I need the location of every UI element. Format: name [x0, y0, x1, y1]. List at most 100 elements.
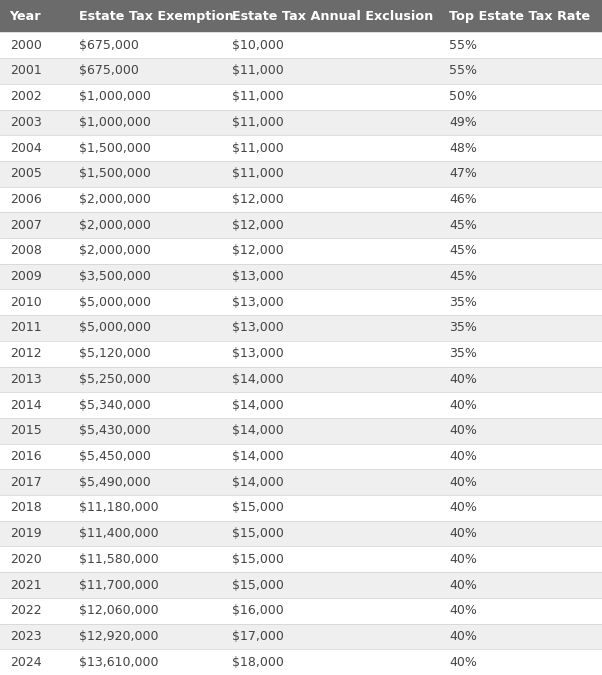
Bar [0, 135, 602, 161]
Text: 40%: 40% [449, 578, 477, 591]
Text: Year: Year [10, 9, 42, 23]
Text: 40%: 40% [449, 373, 477, 386]
Text: 40%: 40% [449, 527, 477, 540]
Bar [0, 392, 602, 418]
Text: 55%: 55% [449, 38, 477, 52]
Text: 2003: 2003 [10, 116, 42, 129]
Text: $15,000: $15,000 [232, 527, 284, 540]
Text: $14,000: $14,000 [232, 373, 284, 386]
Text: $3,500,000: $3,500,000 [79, 270, 150, 283]
Text: 2002: 2002 [10, 90, 42, 103]
Bar [0, 418, 602, 443]
Bar [0, 109, 602, 135]
Text: $5,340,000: $5,340,000 [79, 399, 150, 412]
Bar [0, 598, 602, 624]
Text: 45%: 45% [449, 270, 477, 283]
Text: Estate Tax Annual Exclusion: Estate Tax Annual Exclusion [232, 9, 433, 23]
Text: 2018: 2018 [10, 502, 42, 514]
Bar [0, 161, 602, 186]
Text: $14,000: $14,000 [232, 450, 284, 463]
Bar [0, 315, 602, 341]
Bar [0, 0, 602, 32]
Text: 2017: 2017 [10, 476, 42, 489]
Bar [0, 341, 602, 367]
Text: $11,000: $11,000 [232, 64, 284, 78]
Text: $12,060,000: $12,060,000 [79, 604, 158, 617]
Text: 40%: 40% [449, 630, 477, 643]
Text: $12,000: $12,000 [232, 219, 284, 232]
Text: $15,000: $15,000 [232, 553, 284, 566]
Text: $13,000: $13,000 [232, 296, 284, 308]
Text: 2012: 2012 [10, 347, 42, 360]
Text: 2005: 2005 [10, 167, 42, 180]
Text: $5,120,000: $5,120,000 [79, 347, 150, 360]
Text: $15,000: $15,000 [232, 502, 284, 514]
Text: $675,000: $675,000 [79, 64, 138, 78]
Text: 45%: 45% [449, 244, 477, 257]
Text: 40%: 40% [449, 655, 477, 669]
Text: $2,000,000: $2,000,000 [79, 193, 150, 206]
Text: 40%: 40% [449, 604, 477, 617]
Bar [0, 649, 602, 675]
Text: $1,000,000: $1,000,000 [79, 116, 150, 129]
Text: $11,180,000: $11,180,000 [79, 502, 158, 514]
Text: $1,500,000: $1,500,000 [79, 142, 150, 155]
Text: $2,000,000: $2,000,000 [79, 244, 150, 257]
Bar [0, 238, 602, 264]
Bar [0, 572, 602, 598]
Text: $1,000,000: $1,000,000 [79, 90, 150, 103]
Text: $12,920,000: $12,920,000 [79, 630, 158, 643]
Text: Top Estate Tax Rate: Top Estate Tax Rate [449, 9, 590, 23]
Text: $14,000: $14,000 [232, 425, 284, 437]
Text: 2009: 2009 [10, 270, 42, 283]
Text: $2,000,000: $2,000,000 [79, 219, 150, 232]
Text: 2008: 2008 [10, 244, 42, 257]
Text: 2001: 2001 [10, 64, 42, 78]
Text: 35%: 35% [449, 347, 477, 360]
Text: 40%: 40% [449, 502, 477, 514]
Text: 2019: 2019 [10, 527, 42, 540]
Text: $5,000,000: $5,000,000 [79, 296, 151, 308]
Text: $18,000: $18,000 [232, 655, 284, 669]
Text: 40%: 40% [449, 399, 477, 412]
Text: $12,000: $12,000 [232, 193, 284, 206]
Text: $1,500,000: $1,500,000 [79, 167, 150, 180]
Text: 2004: 2004 [10, 142, 42, 155]
Text: 2010: 2010 [10, 296, 42, 308]
Text: $11,000: $11,000 [232, 116, 284, 129]
Text: 2015: 2015 [10, 425, 42, 437]
Text: 2023: 2023 [10, 630, 42, 643]
Text: 49%: 49% [449, 116, 477, 129]
Bar [0, 213, 602, 238]
Text: $5,250,000: $5,250,000 [79, 373, 150, 386]
Bar [0, 624, 602, 649]
Bar [0, 547, 602, 572]
Bar [0, 469, 602, 495]
Text: 2016: 2016 [10, 450, 42, 463]
Text: $12,000: $12,000 [232, 244, 284, 257]
Text: $5,490,000: $5,490,000 [79, 476, 150, 489]
Text: $17,000: $17,000 [232, 630, 284, 643]
Bar [0, 290, 602, 315]
Text: $13,610,000: $13,610,000 [79, 655, 158, 669]
Text: $15,000: $15,000 [232, 578, 284, 591]
Text: $5,430,000: $5,430,000 [79, 425, 150, 437]
Bar [0, 84, 602, 109]
Text: 2000: 2000 [10, 38, 42, 52]
Text: 35%: 35% [449, 296, 477, 308]
Text: 40%: 40% [449, 425, 477, 437]
Text: 2020: 2020 [10, 553, 42, 566]
Text: $16,000: $16,000 [232, 604, 284, 617]
Text: $11,400,000: $11,400,000 [79, 527, 158, 540]
Text: $11,000: $11,000 [232, 167, 284, 180]
Text: 46%: 46% [449, 193, 477, 206]
Bar [0, 58, 602, 84]
Text: 40%: 40% [449, 476, 477, 489]
Text: 2013: 2013 [10, 373, 42, 386]
Text: $13,000: $13,000 [232, 347, 284, 360]
Text: $11,000: $11,000 [232, 90, 284, 103]
Text: 2007: 2007 [10, 219, 42, 232]
Text: $13,000: $13,000 [232, 321, 284, 335]
Text: Estate Tax Exemption: Estate Tax Exemption [79, 9, 234, 23]
Text: 47%: 47% [449, 167, 477, 180]
